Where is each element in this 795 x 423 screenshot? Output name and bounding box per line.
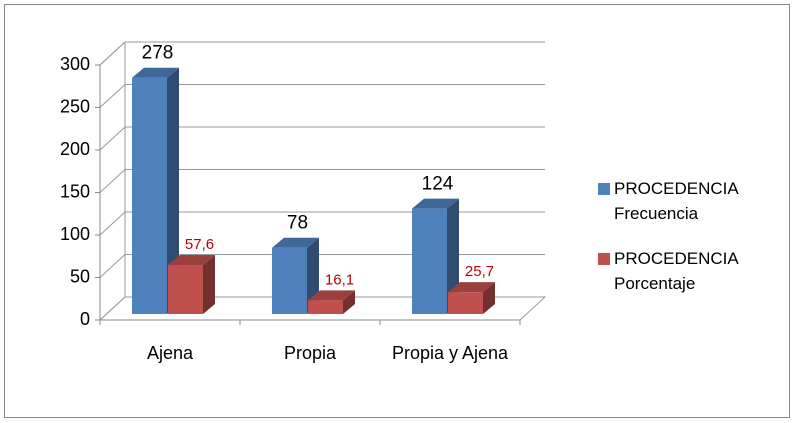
legend-swatch xyxy=(598,253,610,265)
data-label: 57,6 xyxy=(185,236,214,253)
bar xyxy=(132,77,167,314)
y-tick-label: 150 xyxy=(60,181,90,201)
legend-label: PROCEDENCIA Frecuencia xyxy=(614,179,738,223)
data-label: 278 xyxy=(142,43,174,64)
bar xyxy=(168,265,203,314)
bar xyxy=(448,292,483,314)
y-tick-label: 250 xyxy=(60,96,90,116)
data-label: 16,1 xyxy=(325,271,354,288)
legend-label: PROCEDENCIA Porcentaje xyxy=(614,249,738,293)
y-tick-label: 200 xyxy=(60,139,90,159)
bar-side xyxy=(203,255,215,314)
bar-side xyxy=(167,67,179,314)
x-tick-label: Propia y Ajena xyxy=(391,343,509,363)
bar xyxy=(412,208,447,314)
grid-line xyxy=(99,41,126,66)
bar-top xyxy=(132,67,179,78)
data-label: 78 xyxy=(287,213,308,234)
bar-top xyxy=(448,282,495,293)
grid-line xyxy=(99,84,126,108)
bar-side xyxy=(447,198,459,314)
bar-side xyxy=(343,290,355,314)
x-tick-label: Propia xyxy=(283,343,337,363)
grid-line xyxy=(99,254,126,278)
data-label: 25,7 xyxy=(465,263,494,280)
bar-side xyxy=(483,282,495,314)
y-tick-label: 100 xyxy=(60,224,90,244)
bar xyxy=(308,300,343,314)
bar-top xyxy=(308,290,355,301)
bar xyxy=(272,247,307,314)
bar-top xyxy=(412,198,459,209)
y-tick-label: 50 xyxy=(70,266,90,286)
bar-top xyxy=(168,255,215,266)
legend-swatch xyxy=(598,183,610,195)
x-tick-label: Ajena xyxy=(146,343,194,363)
y-tick-label: 0 xyxy=(80,309,90,329)
data-label: 124 xyxy=(422,174,454,195)
bar-top xyxy=(272,237,319,248)
grid-line xyxy=(99,211,126,236)
grid-line xyxy=(99,296,126,321)
y-tick-label: 300 xyxy=(60,54,90,74)
grid-line xyxy=(99,126,126,151)
grid-line xyxy=(99,169,126,193)
